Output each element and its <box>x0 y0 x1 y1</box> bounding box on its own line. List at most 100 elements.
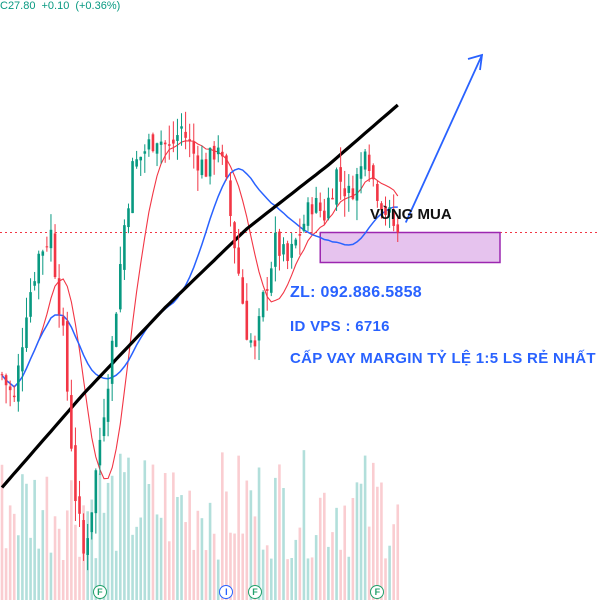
candle <box>310 197 314 235</box>
volume-bar <box>65 510 69 600</box>
candle <box>139 156 143 176</box>
volume-bar <box>180 495 183 600</box>
volume-bar <box>253 516 257 600</box>
candle <box>221 144 224 165</box>
volume-bar <box>33 479 36 600</box>
volume-bar <box>339 549 342 600</box>
volume-bar <box>172 472 175 600</box>
candles <box>0 111 400 571</box>
volume-bar <box>74 524 77 600</box>
volume-bar <box>212 533 216 600</box>
candle <box>119 246 122 313</box>
volume-bar <box>29 537 32 600</box>
volume-bar <box>127 457 130 600</box>
candle <box>343 170 347 217</box>
candle <box>229 172 232 227</box>
volume-bar <box>61 559 65 600</box>
candle <box>131 157 134 214</box>
candle <box>363 149 367 177</box>
volume-bar <box>327 546 330 600</box>
volume-bar <box>192 549 196 600</box>
candle <box>323 198 326 225</box>
volume-bar <box>318 497 322 600</box>
candle <box>314 186 318 214</box>
volume-bar <box>302 450 306 600</box>
candle <box>37 250 41 300</box>
candle <box>351 175 355 201</box>
volume-bar <box>290 558 293 600</box>
candle <box>114 312 118 348</box>
candle <box>359 152 363 194</box>
candle <box>98 427 102 476</box>
candle <box>208 147 212 185</box>
event-marker-financials[interactable]: F <box>92 585 107 599</box>
candle <box>302 214 306 233</box>
volume-bar <box>216 559 220 600</box>
volume-bar <box>176 496 179 600</box>
volume-bar <box>135 526 138 600</box>
volume-bar <box>310 557 314 600</box>
candle <box>135 150 138 169</box>
volume-bar <box>53 516 57 600</box>
candle <box>86 523 89 571</box>
close-price: C27.80 <box>0 0 36 12</box>
event-marker-financials[interactable]: F <box>370 585 385 599</box>
volume-bar <box>90 499 94 600</box>
volume-bar <box>388 545 391 600</box>
volume-bar <box>8 505 12 600</box>
volume-bar <box>359 483 363 600</box>
margin-note-text: CẤP VAY MARGIN TỶ LỆ 1:5 LS RẺ NHẤT T <box>290 350 600 367</box>
candle <box>163 140 167 163</box>
candle <box>188 123 191 158</box>
candle <box>269 261 273 297</box>
candle <box>335 167 338 211</box>
candle <box>41 249 45 275</box>
candle <box>327 187 330 221</box>
candle <box>45 236 49 252</box>
candle <box>204 152 208 178</box>
volume-bar <box>49 552 53 600</box>
candle <box>82 513 85 561</box>
candle <box>184 111 187 150</box>
candle <box>151 132 155 153</box>
buy-zone-box <box>319 231 501 264</box>
candle <box>78 480 81 528</box>
volume-bar <box>237 455 240 600</box>
candle <box>298 218 302 255</box>
projection-arrow <box>404 53 484 223</box>
candle <box>318 192 322 218</box>
volume-bar <box>371 462 375 600</box>
volume-bar <box>139 517 143 600</box>
candle <box>237 228 240 276</box>
volume-bar <box>343 505 347 600</box>
volume-bar <box>25 483 28 600</box>
candle <box>4 373 8 404</box>
volume-bar <box>282 488 285 600</box>
candle <box>388 199 391 228</box>
event-marker-info[interactable]: I <box>219 585 234 599</box>
buy-zone-label: VÙNG MUA <box>370 206 452 223</box>
candle <box>355 167 359 221</box>
volume-bar <box>106 482 110 600</box>
candle <box>331 188 334 200</box>
volume-bar <box>335 507 338 600</box>
candle <box>159 130 163 164</box>
volume-bar <box>37 548 41 600</box>
candle <box>290 233 293 269</box>
volume-bar <box>225 491 228 600</box>
volume-bar <box>208 502 212 600</box>
volume-bar <box>131 534 134 600</box>
volume-bar <box>45 476 49 600</box>
arrow-head <box>467 53 484 71</box>
volume-bar <box>114 550 118 600</box>
volume-bar <box>119 453 122 600</box>
volume-bar <box>331 532 334 600</box>
candle <box>367 144 371 182</box>
event-marker-financials[interactable]: F <box>247 585 262 599</box>
candle <box>8 380 12 407</box>
price-change-pct: (+0.36%) <box>75 0 121 12</box>
candle <box>155 142 159 167</box>
candle <box>61 307 65 336</box>
